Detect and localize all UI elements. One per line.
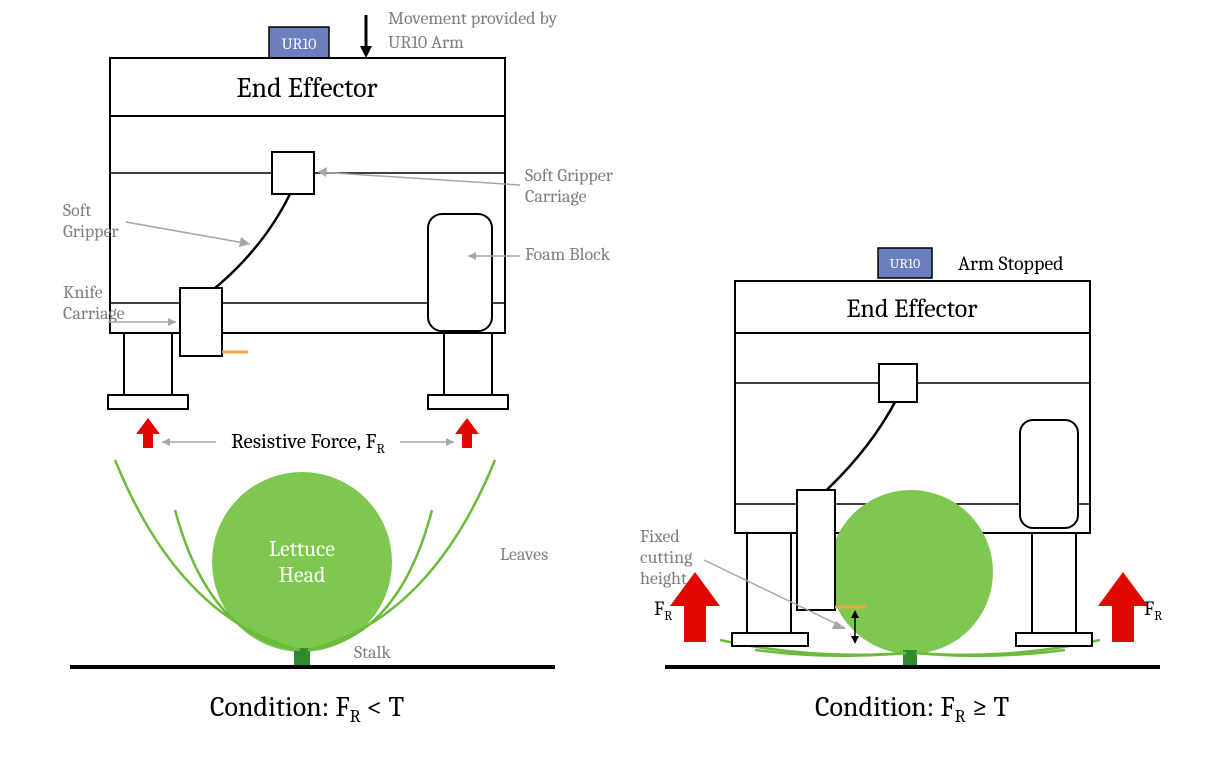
soft-gripper-carriage-right: [879, 364, 917, 402]
foam-block-label: Foam Block: [525, 244, 611, 265]
fr-arrow-right-right: [1098, 572, 1148, 642]
foot-pad-left-right: [732, 633, 808, 646]
soft-gripper-carriage-label-1: Soft Gripper: [525, 165, 614, 186]
resistive-arrow-right-left: [455, 418, 479, 448]
knife-carriage-label-1: Knife: [63, 282, 103, 303]
fr-label-left-right: FR: [654, 597, 672, 624]
foot-left-left: [124, 333, 172, 395]
condition-right: Condition: FR ≥ T: [815, 691, 1009, 727]
movement-arrow: [360, 15, 372, 58]
leaves-label: Leaves: [500, 544, 548, 565]
movement-label-2: UR10 Arm: [388, 32, 464, 53]
knife-carriage-right: [797, 490, 835, 610]
foam-block-left: [428, 214, 492, 331]
foot-right-right: [1032, 533, 1076, 633]
fr-label-right-right: FR: [1144, 597, 1162, 624]
foot-pad-right-right: [1016, 633, 1092, 646]
condition-left: Condition: FR < T: [210, 691, 404, 727]
fixed-cutting-label-3: height: [640, 568, 687, 589]
resistive-force-label: Resistive Force, FR: [231, 430, 385, 457]
lettuce-head-label-2: Head: [279, 562, 326, 588]
ur10-label-right: UR10: [890, 255, 921, 272]
soft-gripper-carriage-left: [272, 152, 314, 194]
stalk-label: Stalk: [354, 642, 391, 663]
end-effector-title-left: End Effector: [236, 72, 377, 104]
foot-pad-right-left: [428, 395, 508, 409]
soft-gripper-carriage-label-2: Carriage: [525, 186, 587, 207]
arm-stopped-label: Arm Stopped: [958, 252, 1064, 275]
foot-right-left: [444, 333, 492, 395]
knife-carriage-left: [180, 288, 222, 356]
lettuce-head-right: [829, 490, 993, 654]
foot-pad-left-left: [108, 395, 188, 409]
stalk-left: [294, 648, 310, 667]
soft-gripper-label-1: Soft: [63, 200, 91, 221]
ur10-label-left: UR10: [282, 35, 317, 53]
fixed-cutting-label-2: cutting: [640, 547, 693, 568]
knife-carriage-label-2: Carriage: [63, 303, 125, 324]
resistive-arrow-left-left: [136, 418, 160, 448]
lettuce-head-label-1: Lettuce: [269, 536, 335, 562]
foam-block-right: [1020, 420, 1078, 528]
fixed-cutting-label-1: Fixed: [640, 526, 680, 547]
end-effector-title-right: End Effector: [846, 294, 978, 324]
soft-gripper-label-2: Gripper: [63, 221, 119, 242]
foot-left-right: [747, 533, 791, 633]
movement-label-1: Movement provided by: [388, 8, 558, 29]
